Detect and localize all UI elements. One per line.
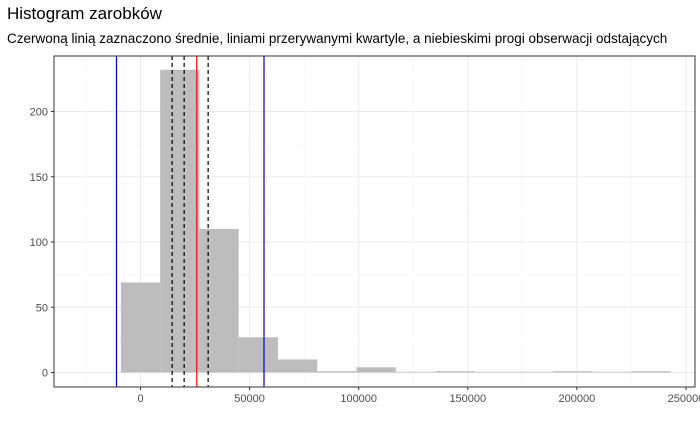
x-tick-label: 50000 xyxy=(234,393,265,405)
y-tick-label: 0 xyxy=(42,368,48,380)
histogram-bar xyxy=(356,367,396,373)
chart-subtitle: Czerwoną linią zaznaczono średnie, linia… xyxy=(7,31,668,46)
histogram-bar xyxy=(238,337,278,373)
histogram-bar xyxy=(160,69,200,373)
histogram-bar xyxy=(513,371,553,373)
y-tick-label: 150 xyxy=(30,172,48,184)
histogram-bar xyxy=(474,371,514,373)
histogram-bar xyxy=(631,371,671,373)
histogram-bar xyxy=(277,359,318,373)
histogram-bar xyxy=(199,228,239,373)
y-tick-label: 100 xyxy=(30,237,48,249)
x-tick-label: 100000 xyxy=(340,393,377,405)
bars-layer xyxy=(120,69,671,373)
panel-frame xyxy=(53,55,696,388)
y-tick-label: 200 xyxy=(30,107,48,119)
histogram-bar xyxy=(435,371,475,373)
x-tick-label: 150000 xyxy=(449,393,486,405)
reference-lines-layer xyxy=(115,56,265,387)
x-tick-label: 250000 xyxy=(668,393,700,405)
x-tick-label: 0 xyxy=(137,393,143,405)
chart-title: Histogram zarobków xyxy=(7,4,162,23)
histogram-bar xyxy=(395,371,436,373)
axis-layer: 0 50 100 150 200 0 50000 100000 150000 200000 2500… xyxy=(30,107,700,406)
histogram-bar xyxy=(317,371,357,373)
histogram-bar xyxy=(592,371,632,373)
y-tick-label: 50 xyxy=(36,302,48,314)
x-tick-label: 200000 xyxy=(559,393,596,405)
histogram-bar xyxy=(552,371,593,373)
panel-border xyxy=(53,55,696,388)
histogram-bar xyxy=(120,282,161,373)
